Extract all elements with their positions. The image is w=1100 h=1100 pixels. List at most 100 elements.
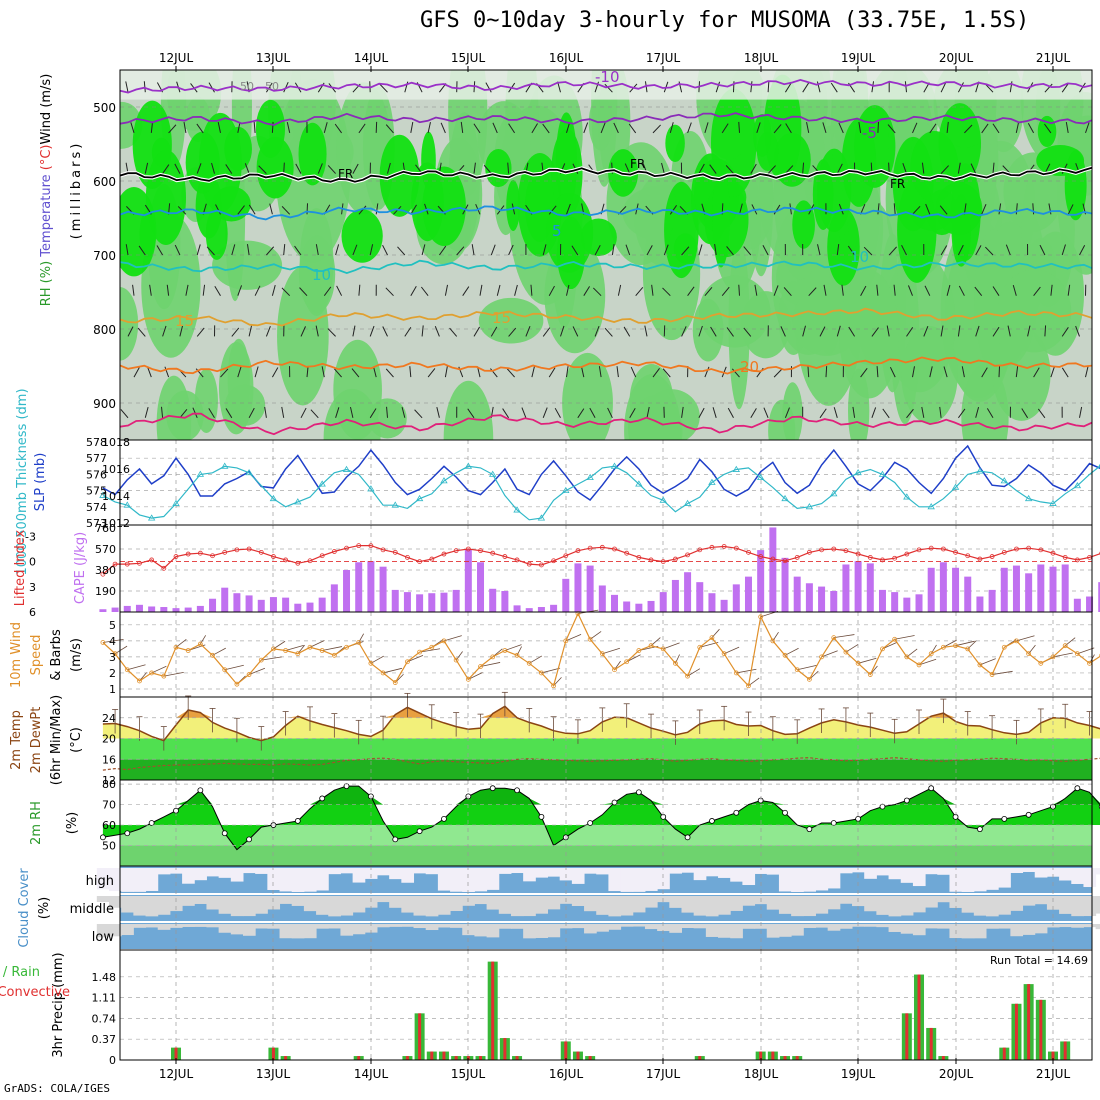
thickness-point — [513, 506, 521, 513]
wind-barb — [254, 366, 259, 378]
wind-barb — [438, 245, 447, 256]
cloud-cell — [571, 868, 585, 884]
wind-barb — [285, 644, 304, 651]
wind-barb — [566, 284, 570, 296]
wind-barb — [196, 327, 205, 337]
cape-bar — [440, 592, 448, 612]
rh-point — [611, 799, 618, 806]
wind-barb — [473, 162, 476, 174]
wind-barb — [876, 284, 879, 296]
lifted-index-point — [100, 571, 106, 577]
wind-speed-point — [770, 638, 776, 644]
cloud-cell — [791, 868, 804, 892]
cloud-cell — [340, 896, 354, 916]
wind-barb — [607, 407, 613, 419]
wind-barb — [836, 244, 840, 256]
lifted-index-point — [758, 554, 764, 559]
wind-barb — [704, 286, 713, 297]
cloud-cell — [925, 924, 938, 929]
wind-barb — [704, 122, 709, 134]
y-tick-label: 50 — [102, 840, 116, 853]
cape-bar — [878, 589, 886, 612]
cloud-cell — [1046, 896, 1060, 910]
wind-barb — [220, 368, 229, 378]
wind-barb — [508, 244, 514, 256]
wind-speed-point — [124, 667, 130, 673]
wind-speed-point — [928, 651, 934, 657]
y-tick-label: 0.37 — [92, 1033, 117, 1046]
upper-air-frame — [119, 69, 1093, 441]
wind-barb — [480, 662, 501, 667]
wind-barb — [981, 123, 989, 134]
thickness-point — [1049, 499, 1057, 506]
cloud-cell — [523, 896, 536, 917]
wind-barb — [1065, 121, 1069, 133]
wind-barb — [714, 244, 717, 256]
cloud-cell — [888, 896, 902, 917]
wind-speed-point — [989, 672, 995, 677]
y-tick-label: 1.48 — [92, 971, 117, 984]
y-tick-label: 0.74 — [92, 1012, 117, 1025]
lifted-index-point — [295, 560, 301, 566]
wind-barb — [836, 163, 843, 174]
wind-barb — [808, 287, 817, 297]
rh-point — [879, 803, 886, 810]
precip-convective-bar — [783, 1056, 787, 1060]
wind-barb — [964, 124, 973, 134]
cloud-axis-label: Cloud Cover (%) — [17, 868, 52, 948]
wind-barb — [162, 325, 167, 337]
wind-barb — [294, 245, 302, 256]
cloud-cell — [145, 868, 159, 891]
isotherm-line — [120, 166, 1092, 183]
y-tick-label: 574 — [86, 501, 107, 514]
wind-barb — [644, 325, 648, 337]
cloud-cell — [584, 868, 597, 874]
precip-convective-bar — [174, 1047, 178, 1060]
cape-bar — [720, 599, 728, 612]
cape-bar — [757, 550, 765, 612]
cloud-cell — [876, 896, 890, 915]
cloud-cell — [571, 924, 585, 929]
wind-barb — [125, 244, 129, 256]
y-tick-label: 80 — [102, 778, 116, 791]
cloud-cell — [986, 924, 999, 929]
cape-bar — [866, 563, 874, 612]
rh-region-low — [624, 374, 681, 440]
cape-bar — [671, 579, 679, 612]
wind-barb — [1067, 284, 1071, 296]
isotherm-line — [120, 78, 1092, 94]
thickness-point — [415, 494, 424, 502]
precip-convective-bar — [430, 1051, 434, 1060]
wind-barb — [271, 367, 279, 378]
wind-barb — [726, 327, 734, 337]
precip-convective-bar — [271, 1047, 275, 1060]
cloud-cell — [413, 896, 427, 916]
wind-barb — [616, 366, 619, 378]
precip-convective-bar — [454, 1056, 458, 1060]
cape-bar — [732, 584, 740, 612]
contour-label: FR — [630, 157, 645, 171]
wind-barb — [541, 667, 561, 674]
wind-barb — [921, 162, 925, 174]
wind-barb — [939, 406, 942, 418]
cloud-cell — [486, 868, 500, 890]
wind-barb — [299, 287, 308, 297]
cape-bar — [964, 576, 972, 612]
thickness-point — [1000, 477, 1008, 484]
wind-speed-point — [319, 648, 325, 653]
wind-barb — [698, 407, 705, 419]
wind-barb — [369, 244, 374, 256]
wind-speed-point — [660, 646, 666, 652]
wind-barb — [912, 366, 915, 378]
cloud-cell — [437, 924, 451, 928]
wind-barb — [858, 657, 877, 664]
wind-barb — [848, 326, 856, 337]
wind-barb — [958, 285, 965, 296]
y-tick-label: 1014 — [102, 490, 130, 503]
cloud-cell — [778, 868, 792, 892]
wind-barb — [300, 326, 306, 337]
wind-barb — [310, 409, 319, 419]
wind-barb — [675, 654, 680, 664]
y-tick-label: 500 — [93, 101, 116, 115]
contour-label: FR — [338, 167, 353, 181]
